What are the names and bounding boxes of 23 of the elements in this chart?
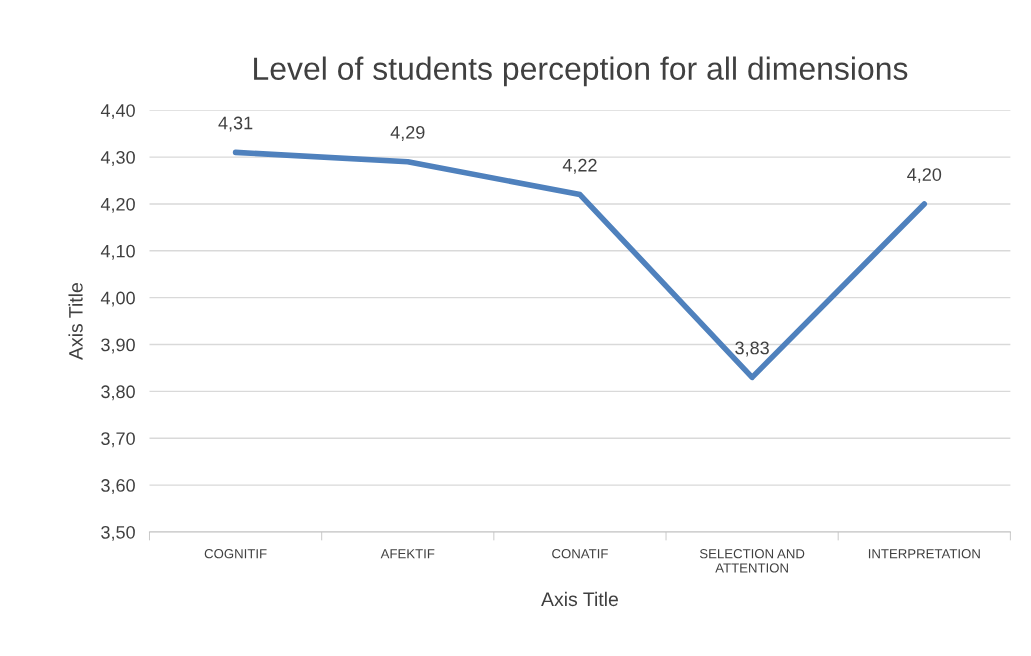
- x-tick-label: CONATIF: [552, 549, 608, 559]
- y-tick-label: 3,70: [101, 432, 135, 448]
- x-tick-label: SELECTION AND ATTENTION: [699, 549, 805, 573]
- y-tick-label: 4,40: [100, 104, 135, 120]
- y-tick-label: 4,00: [100, 291, 135, 307]
- y-tick-label: 3,50: [101, 525, 135, 541]
- x-tick-label: AFEKTIF: [380, 549, 435, 559]
- y-tick-label: 3,90: [101, 338, 135, 354]
- data-label: 4,29: [390, 125, 425, 141]
- data-label: 3,83: [735, 341, 769, 357]
- x-axis-title: Axis Title: [541, 591, 618, 607]
- y-axis-title: Axis Title: [68, 283, 83, 360]
- data-label: 4,20: [907, 168, 942, 184]
- y-tick-label: 3,60: [101, 479, 135, 494]
- y-tick-label: 4,30: [100, 151, 135, 166]
- chart-title: Level of students perception for all dimensions: [254, 56, 908, 87]
- data-label: 4,31: [218, 116, 253, 132]
- y-tick-label: 4,20: [100, 197, 135, 213]
- y-tick-label: 3,80: [101, 385, 135, 401]
- x-tick-label: INTERPRETATION: [868, 549, 980, 559]
- data-label: 4,22: [562, 158, 597, 174]
- y-tick-label: 4,10: [100, 244, 135, 260]
- x-tick-label: COGNITIF: [204, 549, 267, 559]
